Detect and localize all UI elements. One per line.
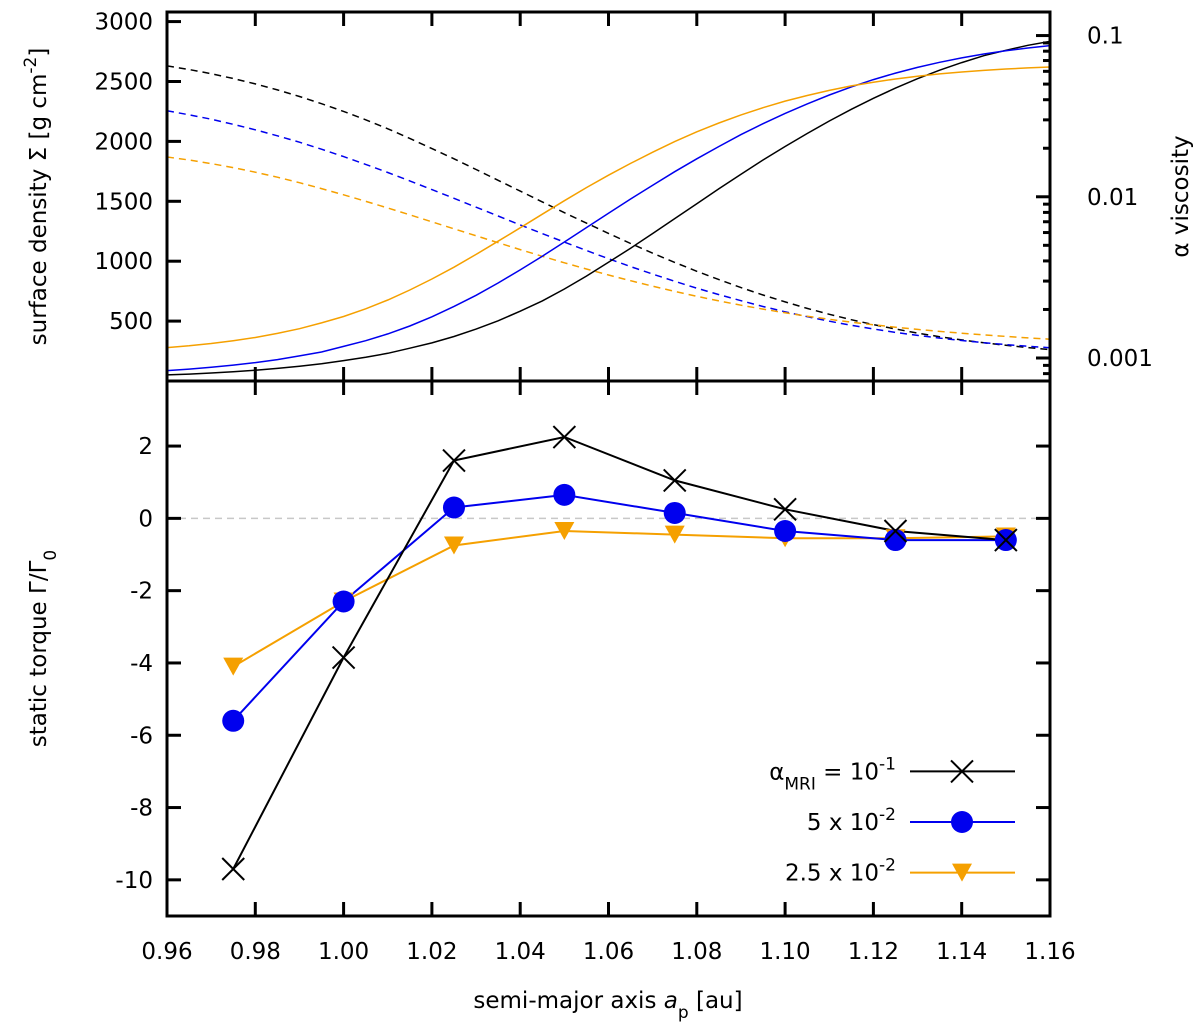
top-left-tick-label: 2500 <box>94 69 153 95</box>
sigma-series-line-0 <box>167 65 1050 351</box>
top-left-tick-label: 3000 <box>94 10 153 36</box>
bottom-panel: 0.96 0.98 1.00 1.02 1.04 1.06 1.08 1.10 1.12 1.14… <box>115 379 1076 965</box>
y-tick-label: -10 <box>115 868 153 894</box>
top-right-tick-label: 0.1 <box>1087 24 1124 50</box>
y-tick-label: -6 <box>130 723 153 749</box>
y-tick-label: 0 <box>138 506 153 532</box>
torque-point-s1 <box>332 590 355 613</box>
torque-point-s0-stroke-b <box>331 645 356 670</box>
torque-point-s2 <box>664 525 685 544</box>
legend-marker-2 <box>952 863 972 882</box>
torque-point-s1 <box>663 501 686 524</box>
torque-point-s0 <box>552 425 577 449</box>
axis-labels: semi-major axis ap [au] surface density Σ… <box>21 48 1194 1023</box>
x-tick-label: 1.00 <box>318 939 369 965</box>
y-tick-label: -4 <box>130 651 153 677</box>
torque-point-s0 <box>994 528 1018 552</box>
torque-point-s1 <box>553 483 576 506</box>
top-right-tick-label: 0.001 <box>1087 346 1153 372</box>
torque-point-s1 <box>884 529 907 552</box>
alpha-series-line-1 <box>167 44 1050 372</box>
torque-point-s2 <box>223 657 244 676</box>
torque-point-s0-stroke-b <box>442 448 466 473</box>
torque-point-s0-stroke-b <box>883 519 908 543</box>
legend-label-1: 5 x 10-2 <box>807 805 896 836</box>
torque-point-s0 <box>663 468 687 493</box>
alpha-series-line-2 <box>167 66 1050 349</box>
torque-point-s0 <box>773 497 797 522</box>
torque-series <box>221 425 1018 881</box>
sigma-series-line-2 <box>167 156 1050 340</box>
torque-point-s1 <box>442 496 465 519</box>
top-right-tick-label: 0.01 <box>1087 185 1138 211</box>
top-left-tick-label: 500 <box>109 309 153 335</box>
legend: αMRI = 10-1 5 x 10-2 2.5 x 10-2 <box>769 754 1015 887</box>
torque-point-s1 <box>774 520 797 543</box>
x-tick-label: 1.14 <box>936 939 987 965</box>
x-tick-label: 0.98 <box>230 939 281 965</box>
x-tick-label: 1.10 <box>759 939 810 965</box>
x-tick-label: 1.08 <box>671 939 722 965</box>
torque-point-s0-stroke-b <box>994 528 1018 552</box>
legend-label-0: αMRI = 10-1 <box>769 754 896 794</box>
x-tick-label: 1.06 <box>583 939 634 965</box>
torque-point-s0-stroke-b <box>663 468 687 493</box>
x-axis-label: semi-major axis ap [au] <box>473 988 742 1023</box>
x-tick-label: 1.12 <box>848 939 899 965</box>
torque-point-s2 <box>443 536 464 555</box>
top-left-tick-label: 1500 <box>94 189 153 215</box>
legend-label-2: 2.5 x 10-2 <box>785 856 896 887</box>
torque-point-s0 <box>221 857 245 881</box>
top-left-tick-label: 2000 <box>94 129 153 155</box>
alpha-series-line-0 <box>167 40 1050 376</box>
torque-series-line-1 <box>232 493 1006 722</box>
x-tick-label: 0.96 <box>141 939 192 965</box>
x-tick-label: 1.02 <box>406 939 457 965</box>
torque-point-s0 <box>331 645 356 670</box>
y-tick-label: -2 <box>130 579 153 605</box>
torque-point-s0 <box>883 519 908 543</box>
top-curves <box>167 40 1050 376</box>
x-tick-label: 1.16 <box>1024 939 1075 965</box>
y-tick-label: 2 <box>138 434 153 460</box>
torque-point-s0 <box>442 448 466 473</box>
top-left-axis-label: surface density Σ [g cm-2] <box>21 48 52 346</box>
torque-point-s0-stroke-b <box>221 857 245 881</box>
legend-marker-1 <box>951 811 973 834</box>
torque-point-s1 <box>222 709 245 732</box>
torque-point-s0-stroke-b <box>773 497 797 522</box>
top-right-axis-label: α viscosity <box>1168 135 1194 257</box>
top-left-tick-label: 1000 <box>94 249 153 275</box>
y-tick-label: -8 <box>130 796 153 822</box>
top-panel: 500 1000 1500 2000 2500 3000 0.001 0.01 0.1 <box>94 10 1153 383</box>
torque-point-s0-stroke-b <box>552 425 577 449</box>
bottom-y-axis-label: static torque Γ/Γ0 <box>26 550 61 747</box>
legend-marker-0-stroke-b <box>950 759 974 784</box>
x-tick-label: 1.04 <box>495 939 546 965</box>
legend-marker-0 <box>950 759 974 784</box>
torque-series-line-0 <box>232 435 1006 870</box>
torque-point-s2 <box>554 522 575 541</box>
sigma-series-line-1 <box>167 110 1050 349</box>
